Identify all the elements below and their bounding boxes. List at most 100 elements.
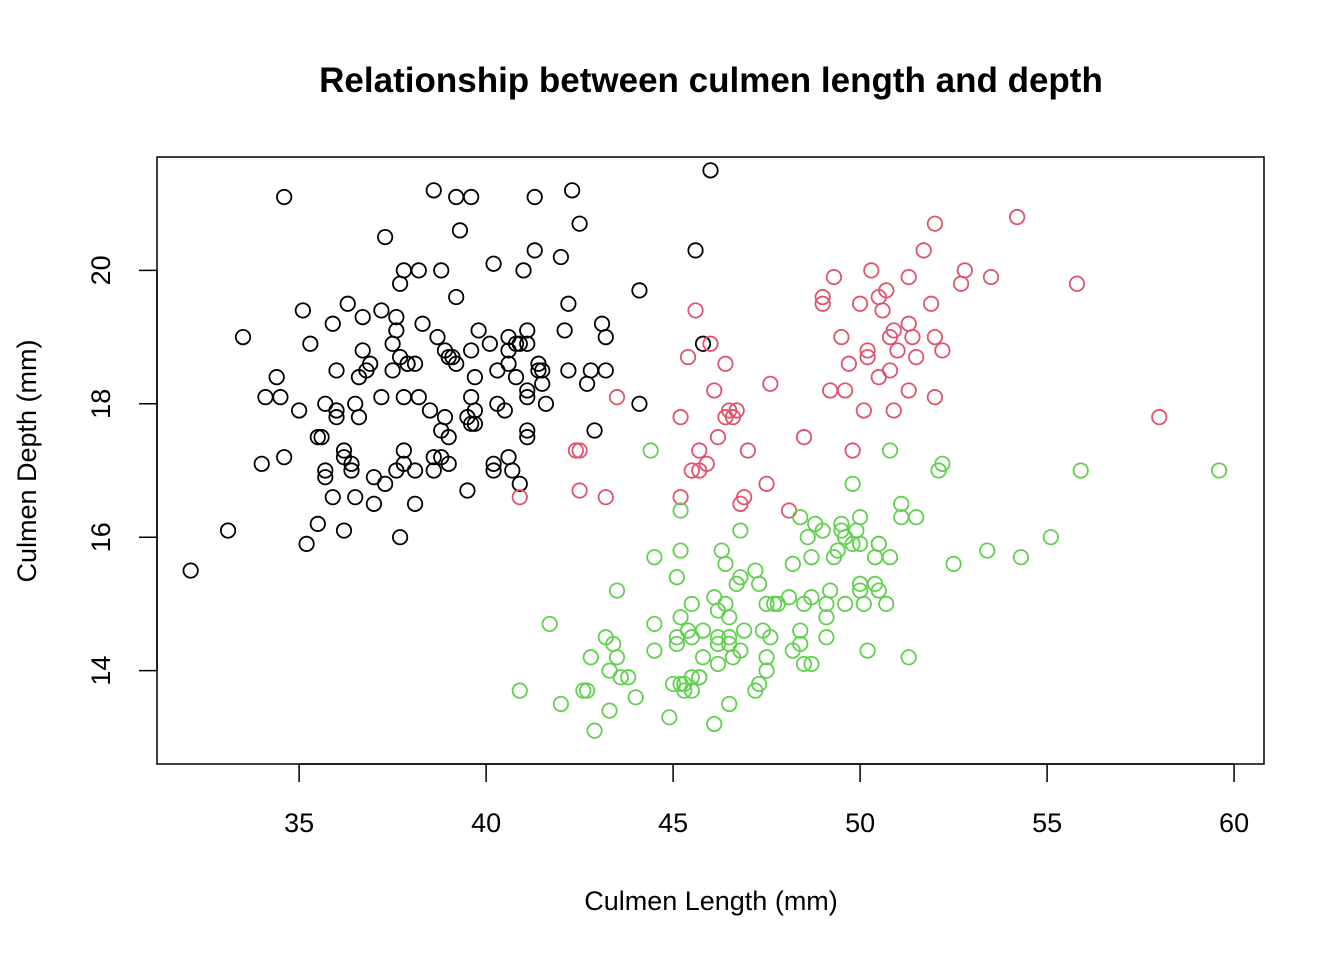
data-point <box>485 455 502 472</box>
data-point <box>837 595 854 613</box>
data-point <box>406 495 424 512</box>
data-point <box>500 355 517 372</box>
data-point <box>982 268 1000 286</box>
data-point <box>328 362 345 379</box>
data-point <box>519 322 536 339</box>
y-tick-label: 16 <box>86 522 116 552</box>
data-point <box>560 295 577 312</box>
data-point <box>571 442 588 459</box>
data-point <box>463 188 480 206</box>
data-point <box>702 162 719 179</box>
x-tick-label: 40 <box>471 808 501 838</box>
data-point <box>485 255 502 272</box>
data-point <box>870 582 887 599</box>
data-point <box>694 649 712 666</box>
data-point <box>552 248 570 266</box>
data-point <box>721 695 738 713</box>
data-point <box>874 302 891 319</box>
data-point <box>253 455 270 472</box>
data-point <box>347 395 364 412</box>
data-point <box>350 409 368 426</box>
data-point <box>500 449 517 466</box>
data-point <box>575 682 592 699</box>
data-point <box>956 262 973 279</box>
data-point <box>1068 275 1086 292</box>
data-point <box>668 635 685 653</box>
data-point <box>324 489 341 506</box>
data-point <box>728 402 745 419</box>
data-point <box>642 442 659 459</box>
data-point <box>679 349 697 366</box>
data-point <box>560 362 577 379</box>
data-point <box>893 509 910 526</box>
data-point <box>511 682 528 699</box>
data-point <box>844 475 861 492</box>
data-point <box>571 215 588 232</box>
data-point <box>365 495 383 512</box>
data-point <box>519 335 536 352</box>
data-point <box>762 375 779 392</box>
data-point <box>578 375 596 392</box>
data-point <box>347 489 364 506</box>
x-axis-label: Culmen Length (mm) <box>584 886 838 916</box>
data-point <box>272 389 289 406</box>
data-point <box>425 182 442 199</box>
data-point <box>952 275 970 292</box>
data-point <box>885 402 902 419</box>
data-point <box>433 262 450 279</box>
data-point <box>646 615 663 633</box>
data-point <box>631 395 648 412</box>
data-point <box>893 495 910 512</box>
data-point <box>601 702 618 719</box>
data-point <box>717 355 734 372</box>
data-point <box>672 489 689 506</box>
data-point <box>448 188 465 206</box>
data-point <box>466 415 483 432</box>
data-point <box>234 328 252 346</box>
data-point <box>881 442 899 459</box>
data-point <box>537 395 555 412</box>
series-1 <box>182 162 719 579</box>
data-point <box>732 522 749 539</box>
data-point <box>698 455 715 472</box>
data-point <box>463 389 480 406</box>
data-point <box>556 322 573 339</box>
data-point <box>859 642 876 659</box>
data-point <box>317 462 334 479</box>
data-point <box>627 689 644 706</box>
data-point <box>736 489 753 506</box>
data-point <box>219 522 237 539</box>
data-point <box>751 675 768 693</box>
y-tick-label: 18 <box>86 389 116 419</box>
data-point <box>672 409 689 426</box>
data-point <box>552 695 570 713</box>
data-point <box>406 462 424 479</box>
data-point <box>504 462 521 479</box>
series-2 <box>511 208 1168 519</box>
data-point <box>878 282 895 299</box>
data-point <box>388 308 405 326</box>
y-axis: 14 16 18 20 <box>86 255 158 686</box>
data-point <box>758 475 775 492</box>
data-point <box>276 449 293 466</box>
data-point <box>339 295 356 312</box>
data-point <box>672 542 689 559</box>
data-point <box>814 522 831 539</box>
data-point <box>706 715 723 733</box>
data-point <box>511 489 528 506</box>
data-point <box>694 622 712 639</box>
data-point <box>410 262 427 279</box>
data-point <box>519 389 536 406</box>
data-point <box>926 215 943 232</box>
data-point <box>391 529 409 546</box>
data-point <box>878 595 895 613</box>
data-point <box>294 302 311 319</box>
data-point <box>519 382 536 399</box>
data-point <box>586 422 603 439</box>
data-point <box>818 595 835 613</box>
data-point <box>302 335 319 352</box>
data-point <box>866 549 884 566</box>
data-point <box>388 322 405 339</box>
data-point <box>900 649 917 666</box>
